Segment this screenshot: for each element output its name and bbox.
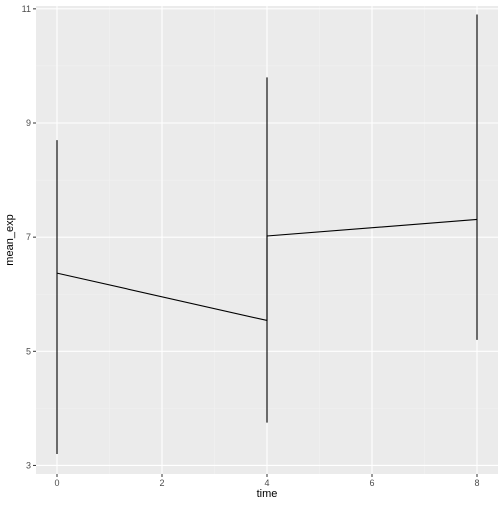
- x-tick-label: 0: [54, 478, 59, 488]
- x-tick-label: 8: [474, 478, 479, 488]
- y-tick-label: 7: [26, 232, 31, 242]
- y-tick-label: 11: [22, 4, 31, 14]
- y-tick-label: 9: [26, 118, 31, 128]
- y-tick-label: 3: [26, 460, 31, 470]
- data-series: [56, 14, 478, 455]
- y-axis-title: mean_exp: [4, 214, 16, 265]
- axes: 0 2 4 6 8 3 5 7 9 11: [22, 4, 480, 488]
- x-axis-title: time: [257, 488, 278, 500]
- x-tick-label: 4: [264, 478, 269, 488]
- x-tick-label: 2: [159, 478, 164, 488]
- x-tick-label: 6: [369, 478, 374, 488]
- y-tick-label: 5: [26, 346, 31, 356]
